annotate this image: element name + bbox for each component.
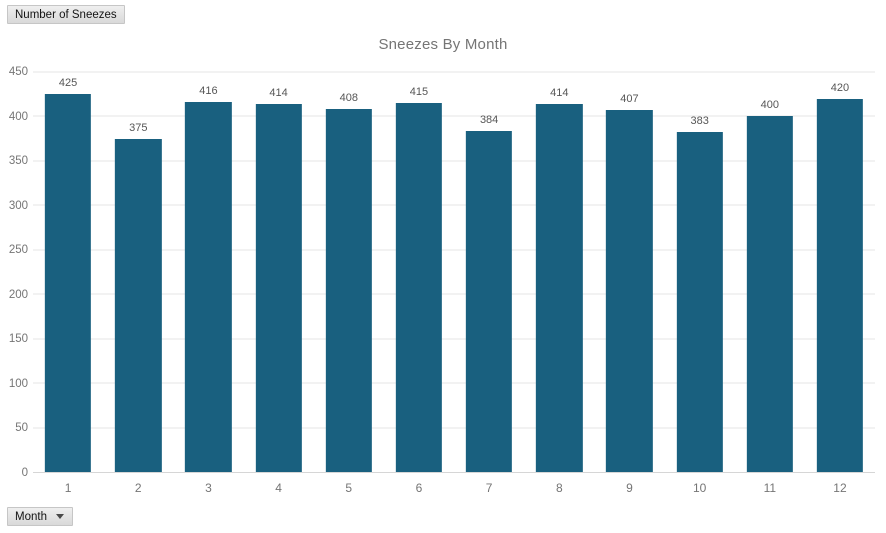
metric-chip[interactable]: Number of Sneezes (7, 5, 125, 24)
x-axis-tick-label: 4 (275, 481, 282, 495)
bar[interactable] (606, 110, 653, 472)
x-axis-tick-label: 8 (555, 481, 563, 495)
bar[interactable] (676, 131, 723, 472)
bar[interactable] (536, 104, 583, 472)
bar-slot: 407 (594, 72, 664, 472)
bar-value-label: 425 (58, 77, 78, 90)
caret-down-icon (55, 514, 64, 519)
bar-value-label: 400 (760, 99, 779, 112)
bar[interactable] (185, 102, 232, 472)
x-axis-tick-label: 7 (485, 481, 493, 495)
bar[interactable] (816, 98, 864, 472)
dimension-dropdown[interactable]: Month (7, 507, 73, 526)
x-axis-tick-label: 3 (205, 481, 212, 495)
bar-value-label: 383 (690, 114, 709, 127)
bar-slot: 400 (735, 72, 805, 472)
y-axis-tick-label: 300 (8, 199, 28, 212)
bar-value-label: 415 (409, 86, 429, 99)
bar-slot: 414 (524, 72, 594, 472)
plot-area: 425 375 416 414 408 415 384 414 407 383 400 420 (33, 71, 875, 473)
x-axis-tick-label: 10 (692, 481, 707, 495)
bar-series: 425 375 416 414 408 415 384 414 407 383 400 420 (33, 72, 875, 472)
bar[interactable] (44, 94, 92, 472)
x-axis-tick-label: 2 (134, 481, 142, 495)
bar-value-label: 416 (199, 85, 218, 98)
y-axis-tick-label: 450 (8, 66, 28, 78)
x-axis-tick-label: 6 (415, 481, 423, 495)
gridline (33, 115, 875, 117)
x-axis-tick-label: 9 (626, 481, 633, 495)
gridline (33, 160, 875, 162)
x-axis-tick-label: 1 (64, 481, 72, 495)
bar-value-label: 375 (129, 121, 148, 134)
y-axis-tick-label: 400 (8, 110, 28, 123)
chart-title: Sneezes By Month (378, 36, 508, 53)
x-axis: 1 2 3 4 5 6 7 8 9 10 11 12 (33, 481, 875, 495)
bar[interactable] (255, 104, 302, 472)
bar-value-label: 414 (269, 87, 288, 99)
gridline (33, 71, 875, 73)
x-axis-tick-label: 5 (345, 481, 353, 495)
bar-slot: 383 (665, 72, 735, 472)
bar-slot: 384 (454, 72, 524, 472)
bar[interactable] (395, 103, 443, 472)
bar-value-label: 414 (550, 87, 569, 99)
bar[interactable] (746, 116, 793, 472)
y-axis-tick-label: 0 (21, 467, 28, 479)
bar-value-label: 408 (339, 92, 358, 105)
gridline (33, 382, 875, 384)
y-axis-tick-label: 150 (8, 333, 28, 346)
gridline (33, 204, 875, 206)
bar-slot: 415 (384, 72, 454, 472)
gridline (33, 249, 875, 251)
x-axis-tick-label: 12 (833, 481, 847, 495)
bar[interactable] (325, 109, 372, 472)
bar-slot: 416 (173, 72, 243, 472)
dimension-dropdown-label: Month (15, 510, 47, 523)
y-axis-tick-label: 50 (15, 422, 28, 435)
gridline (33, 427, 875, 429)
bar-value-label: 384 (479, 113, 499, 126)
y-axis-tick-label: 200 (8, 288, 28, 301)
bar-slot: 408 (314, 72, 384, 472)
gridline (33, 338, 875, 340)
bar-slot: 425 (33, 72, 103, 472)
bar-slot: 420 (805, 72, 875, 472)
bar-value-label: 420 (830, 81, 850, 94)
y-axis-tick-label: 250 (8, 244, 28, 257)
bar[interactable] (115, 138, 162, 472)
bar[interactable] (465, 130, 513, 472)
bar-slot: 375 (103, 72, 173, 472)
gridline (33, 293, 875, 295)
bar-value-label: 407 (620, 93, 639, 106)
y-axis-tick-label: 350 (8, 155, 28, 168)
metric-chip-label: Number of Sneezes (15, 8, 117, 21)
y-axis: 0 50 100 150 200 250 300 350 400 450 (0, 66, 28, 479)
x-axis-tick-label: 11 (763, 481, 777, 495)
bar-slot: 414 (244, 72, 314, 472)
y-axis-tick-label: 100 (8, 377, 28, 390)
